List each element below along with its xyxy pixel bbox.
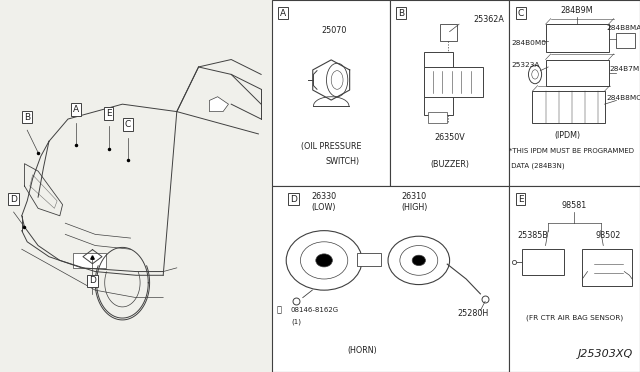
FancyBboxPatch shape <box>545 24 609 52</box>
Circle shape <box>532 70 538 79</box>
Text: 25070: 25070 <box>321 26 346 35</box>
Text: (FR CTR AIR BAG SENSOR): (FR CTR AIR BAG SENSOR) <box>526 315 623 321</box>
Circle shape <box>388 236 449 285</box>
Text: 26330: 26330 <box>312 192 337 201</box>
Circle shape <box>332 71 343 89</box>
Circle shape <box>400 246 438 275</box>
Text: Ⓑ: Ⓑ <box>276 305 282 314</box>
FancyBboxPatch shape <box>532 91 605 123</box>
Text: (IPDM): (IPDM) <box>555 131 581 140</box>
Text: (1): (1) <box>291 319 301 325</box>
Text: 25323A: 25323A <box>511 62 540 68</box>
Polygon shape <box>209 97 228 112</box>
FancyBboxPatch shape <box>74 253 106 268</box>
Text: 284B9M: 284B9M <box>561 6 593 15</box>
Text: 98581: 98581 <box>562 201 587 210</box>
Text: (OIL PRESSURE: (OIL PRESSURE <box>301 142 362 151</box>
FancyBboxPatch shape <box>428 112 447 123</box>
Text: (HIGH): (HIGH) <box>401 203 428 212</box>
FancyBboxPatch shape <box>357 253 381 266</box>
Text: (LOW): (LOW) <box>312 203 337 212</box>
Circle shape <box>412 255 426 266</box>
Text: 26310: 26310 <box>401 192 427 201</box>
Text: 26350V: 26350V <box>434 132 465 141</box>
Text: B: B <box>24 113 30 122</box>
Text: D: D <box>89 276 96 285</box>
Text: SWITCH): SWITCH) <box>326 157 360 166</box>
Text: 25385B: 25385B <box>517 231 548 240</box>
Text: DATA (284B3N): DATA (284B3N) <box>509 163 564 169</box>
Text: 284B7M: 284B7M <box>609 66 639 72</box>
Circle shape <box>286 231 362 290</box>
FancyBboxPatch shape <box>272 186 509 372</box>
FancyBboxPatch shape <box>509 186 640 372</box>
FancyBboxPatch shape <box>522 249 564 275</box>
Text: B: B <box>398 9 404 17</box>
Text: (HORN): (HORN) <box>347 346 377 355</box>
FancyBboxPatch shape <box>545 60 609 86</box>
Text: J25303XQ: J25303XQ <box>578 349 634 359</box>
FancyBboxPatch shape <box>616 33 635 48</box>
Text: D: D <box>290 195 297 203</box>
FancyBboxPatch shape <box>272 0 390 186</box>
Text: A: A <box>73 105 79 114</box>
Text: (BUZZER): (BUZZER) <box>430 160 469 169</box>
FancyBboxPatch shape <box>424 67 483 97</box>
Text: 98502: 98502 <box>596 231 621 240</box>
Text: 25362A: 25362A <box>474 15 504 24</box>
Text: 08146-8162G: 08146-8162G <box>291 308 339 314</box>
Circle shape <box>316 254 332 267</box>
Circle shape <box>529 65 541 84</box>
FancyBboxPatch shape <box>390 0 509 186</box>
Text: C: C <box>518 9 524 17</box>
FancyBboxPatch shape <box>424 52 453 115</box>
Circle shape <box>300 242 348 279</box>
Text: D: D <box>10 195 17 203</box>
Text: A: A <box>280 9 285 17</box>
Text: 284B8MC: 284B8MC <box>607 96 640 102</box>
Text: *THIS IPDM MUST BE PROGRAMMED: *THIS IPDM MUST BE PROGRAMMED <box>509 148 634 154</box>
Text: 284B0M0: 284B0M0 <box>511 40 547 46</box>
Circle shape <box>326 63 348 97</box>
FancyBboxPatch shape <box>440 24 457 41</box>
Text: 25280H: 25280H <box>458 309 489 318</box>
Text: 284B8MA: 284B8MA <box>607 25 640 31</box>
FancyBboxPatch shape <box>582 249 632 286</box>
Text: E: E <box>518 195 524 203</box>
Text: E: E <box>106 109 111 118</box>
Text: C: C <box>125 120 131 129</box>
FancyBboxPatch shape <box>509 0 640 186</box>
